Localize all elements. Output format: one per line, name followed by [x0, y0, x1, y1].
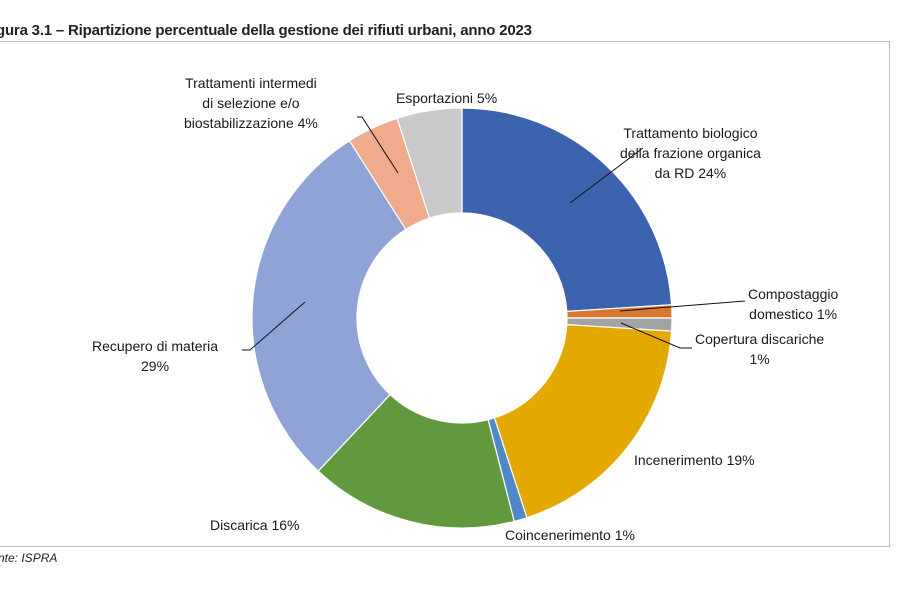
leader-recupero: [242, 301, 306, 351]
leader-trattamento-biologico: [569, 147, 644, 204]
label-trattamenti-intermedi: Trattamenti intermedi di selezione e/o bio…: [184, 75, 318, 131]
figure-title: gura 3.1 – Ripartizione percentuale dell…: [0, 22, 532, 39]
label-trattamento-biologico: Trattamento biologico della frazione orga…: [620, 125, 761, 181]
slice-esportazioni: [396, 107, 463, 219]
label-compostaggio: Compostaggio domestico 1%: [748, 286, 839, 322]
leader-compostaggio: [619, 300, 746, 312]
leader-copertura: [620, 322, 692, 349]
slice-incenerimento: [493, 323, 673, 519]
leader-trattamenti-intermedi: [357, 116, 399, 174]
label-esportazioni: Esportazioni 5%: [396, 90, 498, 106]
slice-discarica: [317, 393, 515, 529]
label-copertura: Copertura discariche 1%: [695, 331, 825, 367]
label-incenerimento: Incenerimento 19%: [634, 452, 755, 468]
source-note: nte: ISPRA: [0, 551, 58, 565]
slice-trattamento-biologico-della-frazione-organica-da-rd: [461, 107, 673, 313]
slice-recupero-di-materia: [251, 139, 407, 472]
label-coincenerimento: Coincenerimento 1%: [505, 527, 635, 543]
label-recupero: Recupero di materia 29%: [92, 338, 219, 374]
label-discarica: Discarica 16%: [210, 517, 300, 533]
chart-frame: [0, 41, 890, 547]
